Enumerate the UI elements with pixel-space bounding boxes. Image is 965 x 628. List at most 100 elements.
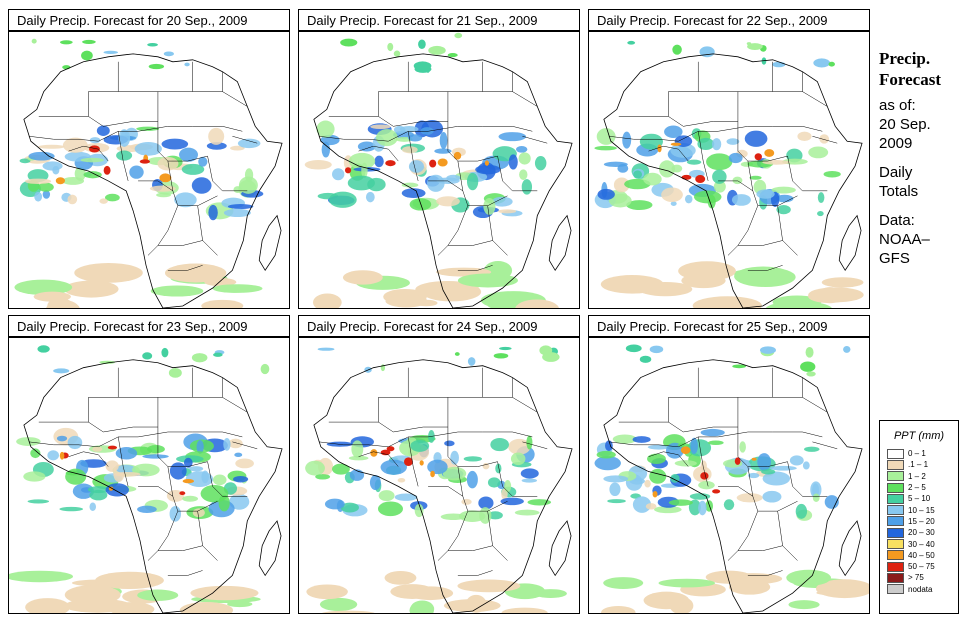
precip-cell	[645, 503, 657, 510]
precip-cell	[164, 263, 227, 283]
legend-label: 10 – 15	[908, 505, 935, 515]
sidebar-heading: Precip. Forecast as of: 20 Sep. 2009 Dai…	[879, 48, 963, 268]
country-border	[222, 397, 248, 413]
precip-cell	[89, 502, 97, 511]
legend-swatch	[887, 527, 904, 538]
precip-cell	[168, 367, 182, 378]
precip-cell	[712, 169, 727, 184]
precip-cell	[223, 208, 251, 218]
precip-cell	[415, 280, 480, 299]
country-border	[378, 61, 483, 127]
precip-cell	[64, 598, 132, 613]
precip-cell	[466, 172, 479, 191]
precip-cell	[461, 498, 472, 505]
precip-cell	[728, 152, 743, 164]
legend-label: 20 – 30	[908, 528, 935, 538]
country-border	[487, 511, 508, 561]
precip-cell	[59, 506, 84, 512]
precip-cell	[357, 141, 376, 152]
legend-label: 15 – 20	[908, 516, 935, 526]
country-border	[737, 121, 788, 162]
precip-cell	[147, 42, 158, 47]
country-border	[487, 205, 508, 256]
country-border	[207, 461, 248, 497]
legend-item: 5 – 10	[880, 493, 958, 504]
precip-cell	[380, 459, 407, 475]
precip-cell	[465, 594, 487, 613]
precip-cell	[377, 501, 403, 517]
legend-title: PPT (mm)	[893, 430, 945, 442]
precip-cell	[55, 177, 66, 185]
precip-cell	[639, 133, 663, 150]
precip-cell	[137, 589, 179, 601]
precip-cell	[418, 39, 426, 49]
precip-map	[588, 337, 870, 614]
precip-cell	[260, 363, 270, 375]
country-border	[718, 180, 753, 192]
precip-cell	[603, 475, 629, 483]
country-border	[222, 91, 248, 107]
legend-swatch	[887, 482, 904, 493]
country-border	[718, 486, 753, 497]
precip-cell	[764, 149, 775, 157]
precip-cell	[149, 185, 176, 192]
precip-cell	[765, 301, 832, 308]
precip-cell	[414, 503, 424, 518]
precip-cell	[534, 155, 547, 171]
precip-cell	[723, 499, 735, 511]
panel-title: Daily Precip. Forecast for 25 Sep., 2009	[588, 315, 870, 337]
country-border	[668, 367, 773, 433]
country-border	[812, 136, 838, 144]
precip-cell	[446, 174, 461, 182]
precip-cell	[622, 131, 632, 149]
precip-cell	[23, 471, 46, 482]
precip-cell	[700, 472, 709, 480]
precip-cell	[315, 474, 331, 480]
precip-cell	[169, 462, 187, 480]
precip-cell	[408, 134, 423, 142]
precip-cell	[762, 471, 791, 486]
country-border	[147, 205, 179, 256]
country-border	[68, 145, 109, 162]
country-border	[482, 377, 513, 398]
legend-item: 50 – 75	[880, 561, 958, 572]
country-border	[457, 570, 493, 576]
precip-cell	[105, 193, 120, 202]
precip-cell	[711, 138, 722, 151]
precip-cell	[797, 131, 812, 142]
panel-title: Daily Precip. Forecast for 20 Sep., 2009	[8, 9, 290, 31]
precip-cell	[684, 194, 693, 204]
legend-swatch	[887, 584, 904, 595]
precip-cell	[813, 58, 831, 68]
precip-cell	[518, 152, 531, 165]
precip-cell	[514, 509, 540, 516]
country-border	[117, 131, 129, 181]
precip-cell	[169, 505, 182, 522]
precip-cell	[201, 470, 209, 484]
precip-cell	[198, 156, 208, 167]
precip-cell	[756, 189, 775, 199]
precip-cell	[92, 446, 103, 452]
precip-cell	[134, 142, 162, 156]
precip-cell	[321, 141, 331, 158]
precip-cell	[437, 158, 448, 167]
country-border	[802, 397, 828, 413]
precip-cell	[802, 461, 810, 470]
precip-cell	[498, 209, 517, 214]
precip-cell	[731, 194, 751, 206]
precip-cell	[458, 510, 486, 522]
panel-title: Daily Precip. Forecast for 22 Sep., 2009	[588, 9, 870, 31]
precip-cell	[24, 178, 52, 185]
precip-cell	[28, 151, 55, 161]
precip-cell	[131, 463, 160, 477]
country-border	[117, 436, 129, 487]
precip-cell	[89, 137, 101, 144]
legend-swatch	[887, 539, 904, 550]
country-border	[512, 397, 538, 413]
precip-cell	[487, 477, 501, 488]
precip-cell	[191, 353, 208, 363]
precip-cell	[182, 478, 195, 484]
precip-cell	[410, 600, 435, 613]
